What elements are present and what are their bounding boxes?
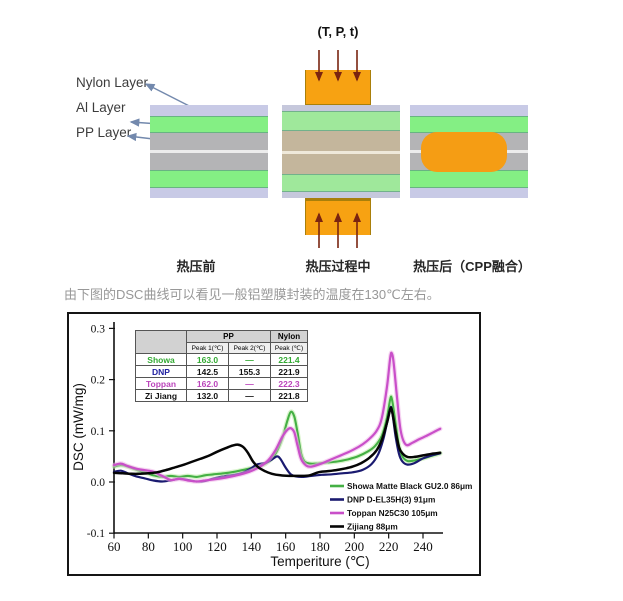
sub-header: Peak 1(℃) [186, 342, 229, 354]
layer-band [150, 105, 268, 116]
layer-band [410, 170, 528, 188]
legend-label-toppan: Toppan N25C30 105μm [347, 508, 438, 518]
press-direction-arrows [315, 50, 361, 248]
table-cell: 221.9 [270, 365, 308, 378]
table-cell: 221.8 [270, 389, 308, 402]
table-cell: 162.0 [186, 377, 229, 390]
lamination-diagram: (T, P, t) Nylon Layer Al Layer PP Layer [76, 24, 531, 274]
pp-group-header: PP [186, 330, 271, 343]
layer-band [410, 188, 528, 198]
series-zijiang [112, 406, 442, 478]
nylon-group-header: Nylon [270, 330, 308, 343]
x-tick-label: 100 [173, 539, 193, 554]
caption-text: 由下图的DSC曲线可以看见一般铝塑膜封装的温度在130℃左右。 [64, 287, 440, 302]
layer-band [150, 188, 268, 198]
y-tick-label: 0.3 [91, 323, 106, 335]
table-row-name: Zi Jiang [135, 389, 187, 402]
pouch-stack-before [150, 105, 268, 198]
peak-table: PP Nylon Peak 1(℃) Peak 2(℃) Peak (℃) Showa 16… [135, 330, 308, 402]
nylon-layer-label: Nylon Layer [76, 75, 149, 90]
table-cell: — [228, 353, 271, 366]
sub-header: Peak (℃) [270, 342, 308, 354]
layer-band [410, 105, 528, 116]
x-tick-label: 160 [276, 539, 296, 554]
stage-label-during: 热压过程中 [305, 259, 371, 274]
x-tick-label: 140 [242, 539, 261, 554]
table-cell: — [228, 389, 271, 402]
stage-label-before: 热压前 [176, 259, 216, 274]
layer-band [150, 133, 268, 150]
table-cell: 132.0 [186, 389, 229, 402]
layer-band [282, 192, 400, 198]
layer-band [282, 131, 400, 151]
layer-band [282, 151, 400, 154]
layer-band [150, 150, 268, 153]
table-cell: 222.3 [270, 377, 308, 390]
table-cell: 163.0 [186, 353, 229, 366]
x-tick-label: 200 [345, 539, 365, 554]
legend-label-dnp: DNP D-EL35H(3) 91μm [347, 495, 435, 505]
table-cell: 155.3 [228, 365, 271, 378]
y-tick-label: 0.1 [91, 426, 106, 438]
pouch-stack-after [410, 105, 528, 198]
layer-band [282, 154, 400, 174]
y-axis-title: DSC (mW/mg) [71, 383, 86, 471]
stage-label-after: 热压后（CPP融合） [413, 259, 531, 274]
press-condition-label: (T, P, t) [317, 24, 359, 39]
layer-band [282, 105, 400, 111]
table-cell: — [228, 377, 271, 390]
cpp-melt-blob [421, 132, 507, 172]
al-layer-label: Al Layer [76, 100, 126, 115]
layer-band [150, 170, 268, 188]
x-tick-label: 240 [413, 539, 433, 554]
x-tick-label: 60 [108, 539, 121, 554]
sub-header: Peak 2(℃) [228, 342, 271, 354]
dsc-plot: Temperiture (℃) DSC (mW/mg) 0.3 0.2 0.1 0.0… [71, 322, 472, 569]
table-row-name: Toppan [135, 377, 187, 390]
legend-label-showa: Showa Matte Black GU2.0 86μm [347, 481, 472, 491]
table-row-name: Showa [135, 353, 187, 366]
y-tick-label: 0.2 [91, 375, 106, 387]
table-cell: 221.4 [270, 353, 308, 366]
x-axis-title: Temperiture (℃) [270, 554, 369, 569]
peak-table-grid: PP Nylon Peak 1(℃) Peak 2(℃) Peak (℃) Showa 16… [135, 330, 308, 402]
y-tick-label: 0.0 [91, 477, 106, 489]
layer-band [282, 111, 400, 131]
y-tick-label: -0.1 [87, 528, 105, 540]
series-toppan [112, 351, 442, 483]
dsc-chart: Temperiture (℃) DSC (mW/mg) 0.3 0.2 0.1 0.0… [67, 312, 481, 576]
x-tick-label: 120 [207, 539, 227, 554]
corner-cell [135, 330, 187, 354]
x-tick-label: 180 [310, 539, 330, 554]
layer-band [150, 116, 268, 133]
table-cell: 142.5 [186, 365, 229, 378]
pouch-stack-during [282, 105, 400, 198]
layer-band [150, 153, 268, 170]
pp-layer-label: PP Layer [76, 125, 132, 140]
series-showa [112, 395, 442, 478]
x-tick-label: 220 [379, 539, 399, 554]
layer-band [410, 116, 528, 133]
layer-band [282, 174, 400, 192]
legend-label-zijiang: Zijiang 88μm [347, 522, 398, 532]
x-tick-label: 80 [142, 539, 155, 554]
table-row-name: DNP [135, 365, 187, 378]
